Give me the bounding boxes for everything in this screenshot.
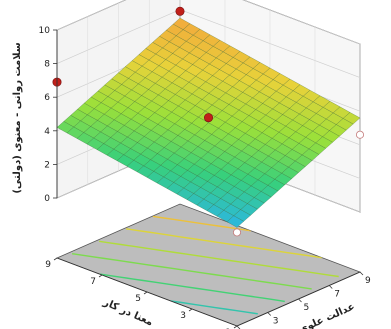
design-point-above (175, 6, 185, 16)
floor-contour-plane (55, 203, 362, 327)
response-surface (56, 17, 361, 228)
floor-contour-line (152, 215, 252, 232)
design-point-below (355, 130, 364, 139)
x-tick-mark (328, 285, 333, 289)
design-point-above (204, 113, 214, 123)
z-tick-label: 8 (44, 60, 50, 70)
y-tick-mark (53, 257, 58, 261)
surface-cell (342, 112, 361, 125)
floor-contour-line (99, 273, 285, 303)
y-tick-mark (188, 308, 193, 312)
y-tick-label: 5 (135, 294, 141, 304)
z-tick-label: 10 (39, 26, 51, 36)
x-tick-mark (298, 298, 302, 303)
x-tick-mark (267, 312, 272, 316)
points-below-surface (232, 117, 364, 237)
z-tick-label: 0 (44, 194, 50, 204)
x-tick-label: 5 (304, 303, 310, 313)
y-tick-mark (143, 291, 148, 295)
z-tick-label: 4 (44, 127, 50, 137)
z-tick-label: 2 (44, 160, 50, 170)
z-axis-title: سلامت روانی - معنوی (دولتی) (12, 42, 23, 194)
y-tick-label: 9 (45, 260, 51, 270)
x-tick-mark (359, 271, 364, 276)
x-tick-label: 7 (334, 290, 340, 300)
x-tick-label: 3 (273, 317, 279, 327)
z-tick-label: 6 (44, 93, 50, 103)
floor-contour-line (71, 253, 312, 290)
y-tick-label: 3 (180, 311, 186, 321)
y-axis-title: معنا در کار (101, 297, 155, 329)
floor-contour-line (98, 240, 339, 278)
y-tick-label: 7 (90, 277, 96, 287)
design-point-below (232, 228, 241, 237)
y-tick-mark (98, 274, 103, 278)
x-tick-label: 9 (365, 276, 371, 286)
wall-gridline (56, 0, 361, 45)
floor-contour-line (125, 228, 323, 259)
floor-plane (55, 203, 362, 327)
y-tick-mark (233, 325, 238, 329)
axes: 02468101357913579 (39, 26, 371, 329)
floor-contour-line (170, 300, 258, 315)
